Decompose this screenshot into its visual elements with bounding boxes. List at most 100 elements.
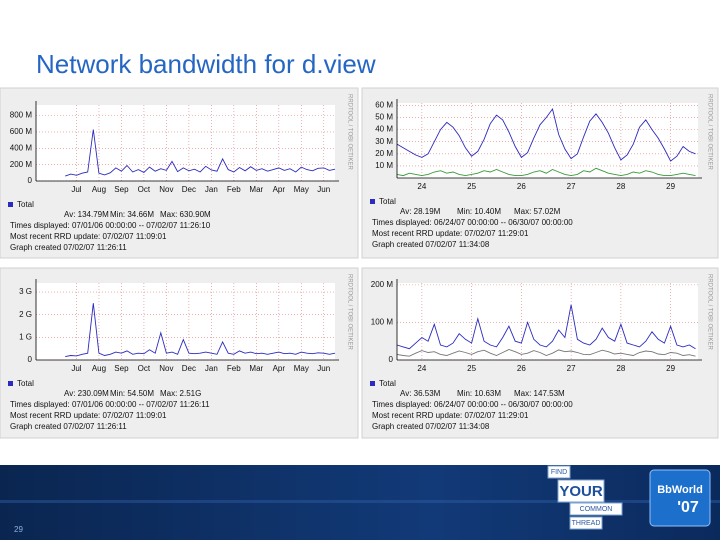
plot-area (36, 105, 335, 181)
logo-text: '07 (677, 499, 699, 516)
x-tick-label: Oct (138, 364, 151, 373)
x-tick-label: Sep (114, 185, 129, 194)
series-line (396, 107, 696, 162)
legend-swatch (370, 381, 375, 386)
series-line (65, 303, 336, 358)
legend-stat: Max: 2.51G (160, 389, 201, 398)
x-tick-label: Aug (92, 185, 106, 194)
x-tick-label: 26 (517, 364, 526, 373)
x-tick-label: Sep (114, 364, 129, 373)
y-tick-label: 2 G (19, 310, 32, 319)
legend-stat: Max: 630.90M (160, 210, 211, 219)
y-tick-label: 200 M (371, 280, 394, 289)
watermark: RRDTOOL / TOBI OETIKER (346, 94, 352, 170)
legend-swatch (370, 199, 375, 204)
series-line (396, 167, 696, 177)
x-tick-label: 25 (467, 364, 476, 373)
legend-stat: Min: 34.66M (110, 210, 154, 219)
x-tick-label: Jul (71, 185, 81, 194)
y-tick-label: 10 M (375, 161, 393, 170)
graph-info: Most recent RRD update: 07/02/07 11:09:0… (10, 232, 167, 241)
legend-stat: Av: 230.09M (64, 389, 109, 398)
y-tick-label: 3 G (19, 287, 32, 296)
x-tick-label: Apr (273, 185, 286, 194)
y-tick-label: 30 M (375, 137, 393, 146)
legend-stat: Max: 57.02M (514, 207, 561, 216)
logo-text: FIND (551, 469, 567, 476)
legend-label: Total (379, 379, 396, 388)
x-tick-label: Apr (273, 364, 286, 373)
y-tick-label: 600 M (10, 127, 33, 136)
x-tick-label: May (294, 364, 309, 373)
graph-info: Most recent RRD update: 07/02/07 11:29:0… (372, 411, 529, 420)
x-tick-label: 28 (616, 364, 625, 373)
x-tick-label: Jun (317, 185, 330, 194)
logo-box (547, 465, 571, 479)
legend-label: Total (379, 197, 396, 206)
legend-stat: Min: 10.63M (457, 389, 501, 398)
graph-info: Most recent RRD update: 07/02/07 11:09:0… (10, 411, 167, 420)
slide-title: Network bandwidth for d.view (36, 49, 376, 79)
x-tick-label: 24 (417, 182, 426, 191)
graph-info: Graph created 07/02/07 11:26:11 (10, 422, 127, 431)
logo-box (569, 502, 623, 516)
graph-info: Times displayed: 06/24/07 00:00:00 -- 06… (372, 400, 573, 409)
plot-area (36, 283, 335, 360)
logo-badge (649, 469, 711, 527)
x-tick-label: 26 (517, 182, 526, 191)
page-number: 29 (14, 525, 23, 534)
watermark: RRDTOOL / TOBI OETIKER (706, 274, 712, 350)
series-line (65, 129, 336, 177)
y-tick-label: 50 M (375, 113, 393, 122)
x-tick-label: Jan (205, 364, 218, 373)
x-tick-label: Dec (182, 364, 196, 373)
x-tick-label: Dec (182, 185, 196, 194)
y-tick-label: 200 M (10, 160, 33, 169)
x-tick-label: 28 (616, 182, 625, 191)
logo-box (557, 479, 605, 503)
x-tick-label: Aug (92, 364, 106, 373)
x-tick-label: Feb (227, 364, 241, 373)
x-tick-label: 24 (417, 364, 426, 373)
legend-stat: Max: 147.53M (514, 389, 565, 398)
legend-swatch (8, 381, 13, 386)
plot-area (397, 283, 698, 360)
x-tick-label: Oct (138, 185, 151, 194)
graph-info: Graph created 07/02/07 11:26:11 (10, 243, 127, 252)
logo-text: THREAD (572, 520, 601, 527)
graph-info: Times displayed: 06/24/07 00:00:00 -- 06… (372, 218, 573, 227)
y-tick-label: 60 M (375, 101, 393, 110)
watermark: RRDTOOL / TOBI OETIKER (346, 274, 352, 350)
y-tick-label: 20 M (375, 149, 393, 158)
series-line (396, 349, 696, 357)
x-tick-label: Mar (249, 364, 263, 373)
y-tick-label: 400 M (10, 143, 33, 152)
legend-stat: Min: 54.50M (110, 389, 154, 398)
footer-stripe (0, 500, 720, 503)
y-tick-label: 1 G (19, 332, 32, 341)
x-tick-label: Mar (249, 185, 263, 194)
legend-stat: Av: 36.53M (400, 389, 441, 398)
legend-label: Total (17, 379, 34, 388)
x-tick-label: Jun (317, 364, 330, 373)
x-tick-label: 25 (467, 182, 476, 191)
logo-box (569, 516, 603, 530)
x-tick-label: Jul (71, 364, 81, 373)
x-tick-label: Nov (159, 364, 173, 373)
logo-text: COMMON (580, 506, 613, 513)
x-tick-label: 27 (567, 182, 576, 191)
plot-area (397, 103, 698, 178)
x-tick-label: 29 (666, 364, 675, 373)
logo-text: YOUR (559, 483, 603, 500)
y-tick-label: 0 (389, 355, 394, 364)
x-tick-label: 27 (567, 364, 576, 373)
x-tick-label: Nov (159, 185, 173, 194)
y-tick-label: 100 M (371, 318, 394, 327)
legend-swatch (8, 202, 13, 207)
legend-label: Total (17, 200, 34, 209)
graph-info: Times displayed: 07/01/06 00:00:00 -- 07… (10, 221, 211, 230)
y-tick-label: 800 M (10, 111, 33, 120)
x-tick-label: 29 (666, 182, 675, 191)
graph-info: Graph created 07/02/07 11:34:08 (372, 422, 490, 431)
